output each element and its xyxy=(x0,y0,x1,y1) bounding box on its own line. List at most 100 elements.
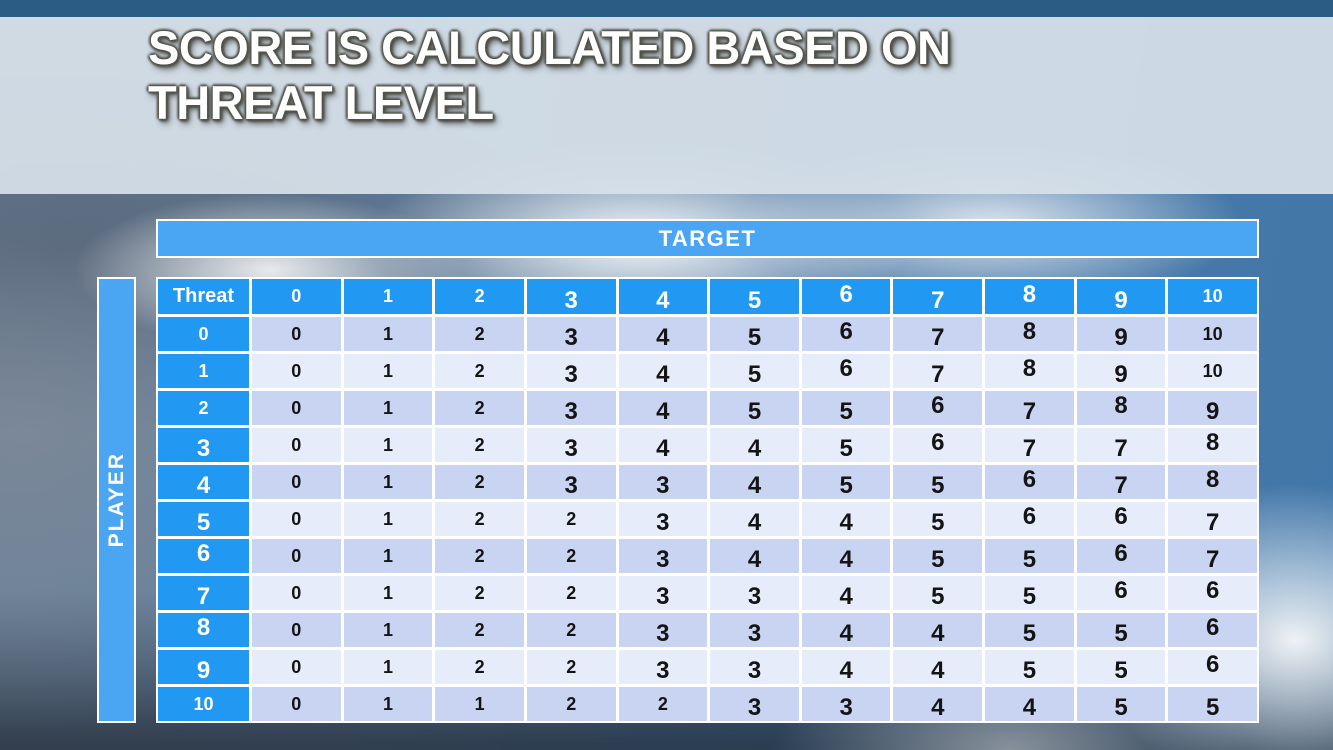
score-cell: 5 xyxy=(747,361,762,388)
score-cell: 3 xyxy=(656,657,670,684)
score-cell-cell: 1 xyxy=(343,391,433,425)
target-col-header-cell: 5 xyxy=(710,279,799,314)
score-cell-cell: 2 xyxy=(435,428,524,462)
player-row-header-cell: 7 xyxy=(158,576,249,610)
score-cell-cell: 3 xyxy=(710,613,799,647)
score-cell-cell: 5 xyxy=(1076,650,1166,684)
target-col-header-cell: 9 xyxy=(1076,279,1166,314)
player-row-header-cell: 0 xyxy=(158,317,249,351)
player-row-header: 4 xyxy=(196,472,211,499)
score-cell-cell: 8 xyxy=(1076,391,1166,425)
score-cell: 4 xyxy=(931,694,945,721)
score-cell-cell: 6 xyxy=(893,391,983,425)
score-cell: 2 xyxy=(566,582,577,603)
score-cell: 6 xyxy=(839,355,853,382)
player-row-header-cell: 3 xyxy=(158,428,249,462)
score-cell: 5 xyxy=(747,324,762,351)
score-cell: 1 xyxy=(382,619,393,640)
score-cell: 7 xyxy=(931,324,945,351)
score-cell: 4 xyxy=(656,361,670,388)
score-cell-cell: 4 xyxy=(801,650,891,684)
score-cell: 0 xyxy=(291,508,302,529)
score-cell: 2 xyxy=(474,471,485,492)
score-cell-cell: 3 xyxy=(526,391,616,425)
score-cell: 3 xyxy=(656,546,670,573)
score-cell: 7 xyxy=(1205,509,1220,536)
score-cell: 5 xyxy=(1022,546,1037,573)
target-col-header-cell: 10 xyxy=(1168,279,1257,314)
score-cell-cell: 5 xyxy=(1076,613,1166,647)
player-row-header-cell: 10 xyxy=(158,687,249,721)
score-cell-cell: 1 xyxy=(343,613,433,647)
score-cell: 4 xyxy=(839,620,853,647)
score-cell-cell: 7 xyxy=(985,391,1074,425)
score-cell: 8 xyxy=(1022,318,1037,345)
score-cell: 5 xyxy=(1114,657,1128,684)
player-row-header: 8 xyxy=(196,614,211,641)
target-header-bar: TARGET xyxy=(156,219,1259,258)
slide-title-line2: THREAT LEVEL xyxy=(148,75,494,129)
score-cell: 7 xyxy=(1022,435,1037,462)
score-cell-cell: 5 xyxy=(801,465,891,499)
player-row-header: 10 xyxy=(193,693,214,714)
target-col-header: 0 xyxy=(291,286,302,306)
target-col-header: 3 xyxy=(564,286,578,314)
score-cell: 5 xyxy=(747,398,762,425)
score-cell-cell: 0 xyxy=(252,613,341,647)
score-cell-cell: 1 xyxy=(343,539,433,573)
target-label: TARGET xyxy=(658,225,757,251)
score-cell: 6 xyxy=(931,429,945,456)
score-cell-cell: 2 xyxy=(526,687,616,721)
score-cell-cell: 1 xyxy=(343,687,433,721)
score-cell-cell: 5 xyxy=(710,354,799,388)
score-cell: 8 xyxy=(1022,355,1037,382)
score-cell: 4 xyxy=(747,435,762,462)
score-cell-cell: 1 xyxy=(435,687,524,721)
score-cell: 0 xyxy=(291,360,302,381)
score-cell-cell: 2 xyxy=(526,576,616,610)
score-cell: 0 xyxy=(291,656,302,677)
score-cell-cell: 4 xyxy=(801,502,891,536)
score-cell: 4 xyxy=(747,509,762,536)
score-cell-cell: 6 xyxy=(985,465,1074,499)
score-cell-cell: 7 xyxy=(1076,428,1166,462)
score-cell: 0 xyxy=(291,323,302,344)
score-cell-cell: 5 xyxy=(710,317,799,351)
score-cell: 0 xyxy=(291,397,302,418)
score-cell-cell: 2 xyxy=(435,317,524,351)
score-cell: 1 xyxy=(474,693,485,714)
score-cell: 3 xyxy=(747,620,762,647)
score-cell-cell: 6 xyxy=(1076,576,1166,610)
score-cell-cell: 4 xyxy=(618,391,708,425)
score-cell-cell: 9 xyxy=(1076,317,1166,351)
score-cell: 9 xyxy=(1114,361,1128,388)
score-cell: 3 xyxy=(564,472,578,499)
score-cell: 2 xyxy=(566,508,577,529)
score-cell: 3 xyxy=(656,620,670,647)
score-cell: 0 xyxy=(291,434,302,455)
score-cell-cell: 1 xyxy=(343,317,433,351)
player-row-header-cell: 2 xyxy=(158,391,249,425)
score-cell-cell: 9 xyxy=(1076,354,1166,388)
score-cell: 1 xyxy=(382,360,393,381)
score-cell-cell: 2 xyxy=(435,502,524,536)
score-cell-cell: 6 xyxy=(801,354,891,388)
score-cell-cell: 0 xyxy=(252,576,341,610)
score-cell: 2 xyxy=(566,656,577,677)
score-cell: 7 xyxy=(1114,472,1128,499)
score-cell: 6 xyxy=(931,392,945,419)
score-cell: 3 xyxy=(564,435,578,462)
score-cell-cell: 4 xyxy=(710,502,799,536)
player-sidebar: PLAYER xyxy=(97,277,136,723)
target-col-header: 7 xyxy=(931,286,945,314)
score-cell: 2 xyxy=(474,508,485,529)
score-cell-cell: 6 xyxy=(1076,502,1166,536)
score-cell-cell: 7 xyxy=(893,317,983,351)
score-cell-cell: 5 xyxy=(1076,687,1166,721)
score-cell: 1 xyxy=(382,545,393,566)
score-cell-cell: 10 xyxy=(1168,317,1257,351)
score-cell: 6 xyxy=(1114,503,1128,530)
score-cell-cell: 4 xyxy=(618,354,708,388)
score-cell: 1 xyxy=(382,471,393,492)
